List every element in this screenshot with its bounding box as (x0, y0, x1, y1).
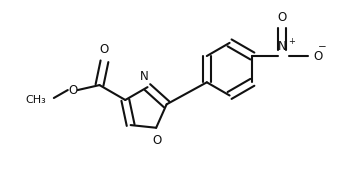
Text: O: O (153, 134, 162, 147)
Text: −: − (318, 42, 326, 52)
Text: O: O (313, 50, 322, 62)
Text: CH₃: CH₃ (25, 95, 46, 105)
Text: O: O (68, 84, 77, 96)
Text: N: N (140, 70, 149, 83)
Text: O: O (278, 11, 287, 24)
Text: O: O (100, 43, 109, 56)
Text: N: N (278, 40, 286, 53)
Text: +: + (289, 37, 296, 46)
